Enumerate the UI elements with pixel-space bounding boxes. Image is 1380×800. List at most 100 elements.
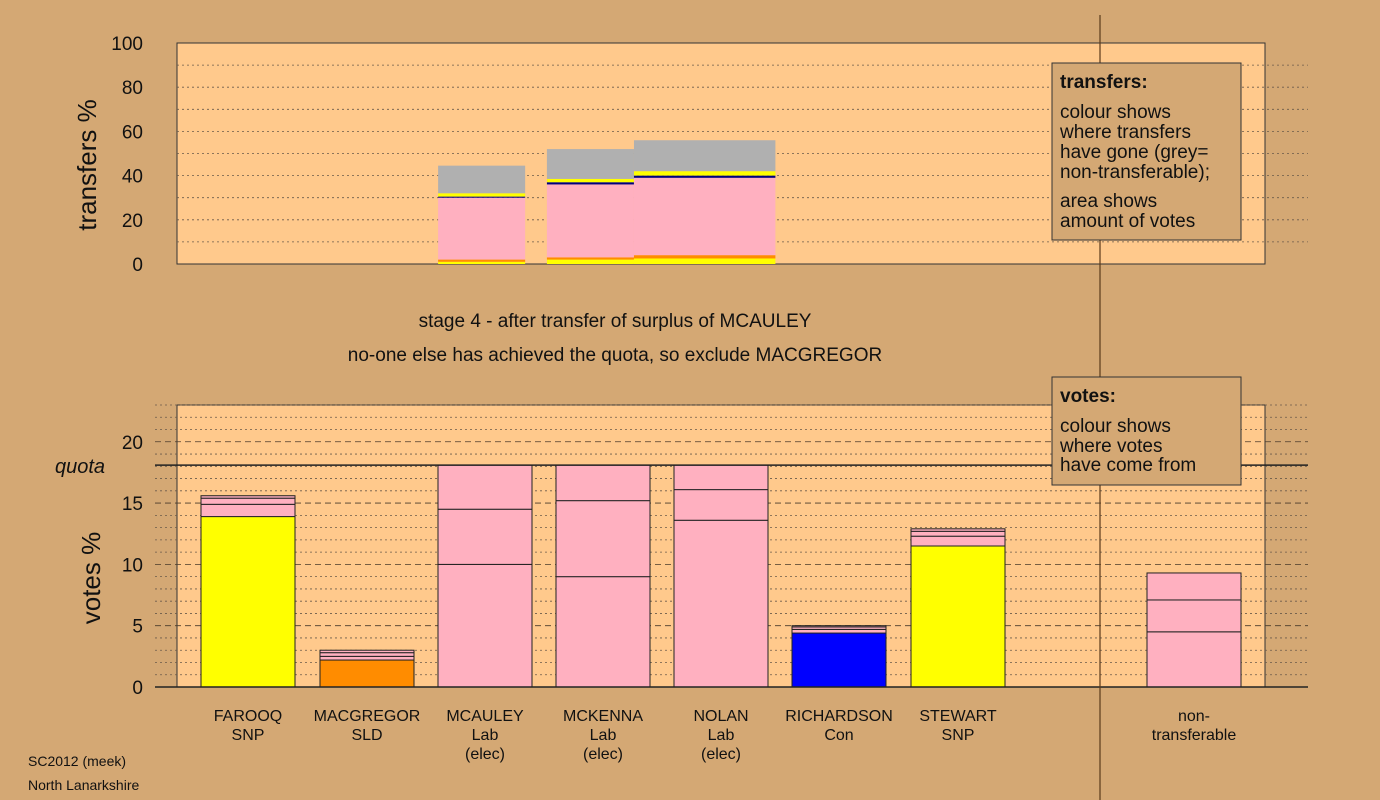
transfer-segment xyxy=(438,196,526,198)
vote-segment xyxy=(555,500,651,578)
candidate-label: Con xyxy=(824,727,853,744)
vote-segment xyxy=(555,576,651,688)
candidate-label: Lab xyxy=(590,727,617,744)
candidate-label: MCAULEY xyxy=(446,708,524,725)
vote-segment xyxy=(673,464,769,491)
stage-title: stage 4 - after transfer of surplus of M… xyxy=(419,311,812,332)
candidate-label: SLD xyxy=(351,727,382,744)
vote-segment xyxy=(555,464,651,502)
transfer-segment xyxy=(633,175,776,178)
transfer-segment xyxy=(546,149,634,179)
transfer-segment xyxy=(633,171,776,176)
vote-segment xyxy=(910,528,1006,532)
vote-segment xyxy=(673,519,769,688)
transfers-legend-line: where transfers xyxy=(1059,122,1191,143)
votes-legend-line: colour shows xyxy=(1060,416,1171,437)
transfers-legend-box xyxy=(1051,62,1242,241)
transfers-tick-label: 80 xyxy=(122,78,143,99)
vote-segment xyxy=(1146,599,1242,633)
vote-segment xyxy=(200,516,296,688)
candidate-label: transferable xyxy=(1152,727,1237,744)
votes-legend: votes: colour shows where votes have com… xyxy=(1051,376,1242,486)
candidate-label: MCKENNA xyxy=(563,708,643,725)
stage-subtitle: no-one else has achieved the quota, so e… xyxy=(348,345,882,366)
transfer-segment xyxy=(438,261,526,264)
transfer-segment xyxy=(438,165,526,194)
transfers-legend: transfers: colour shows where transfers … xyxy=(1051,62,1242,241)
votes-legend-box xyxy=(1051,376,1242,486)
vote-segment xyxy=(791,625,887,628)
votes-tick-label: 10 xyxy=(122,555,143,576)
transfer-segment xyxy=(546,178,634,183)
candidate-labels: FAROOQ SNP MACGREGOR SLD MCAULEY Lab (elec) MCK… xyxy=(214,708,1237,763)
vote-segment xyxy=(910,530,1006,537)
transfers-legend-line: colour shows xyxy=(1060,102,1171,123)
transfers-bars xyxy=(438,140,776,264)
vote-segment xyxy=(437,508,533,565)
transfer-segment xyxy=(438,197,526,260)
vote-segment xyxy=(673,489,769,521)
votes-legend-title: votes: xyxy=(1060,386,1116,407)
votes-panel: 0 5 10 15 20 FAROOQ SNP MACGREGOR SLD MCAULEY Lab… xyxy=(55,404,1308,763)
votes-tick-labels: 0 5 10 15 20 xyxy=(122,433,143,699)
transfers-tick-label: 60 xyxy=(122,122,143,143)
votes-axis-title: votes % xyxy=(76,532,106,625)
vote-segment xyxy=(437,563,533,688)
quota-label: quota xyxy=(55,456,105,478)
transfers-legend-title: transfers: xyxy=(1060,72,1148,93)
votes-tick-label: 5 xyxy=(132,617,143,638)
vote-segment xyxy=(1146,631,1242,688)
vote-segment xyxy=(200,503,296,518)
transfers-axis-title: transfers % xyxy=(72,99,102,231)
candidate-label: SNP xyxy=(942,727,975,744)
transfer-segment xyxy=(633,177,776,256)
transfers-legend-line: have gone (grey= xyxy=(1060,142,1208,163)
transfer-segment xyxy=(633,140,776,172)
vote-segment xyxy=(319,655,415,661)
transfer-segment xyxy=(438,193,526,197)
transfer-segment xyxy=(633,255,776,259)
votes-tick-label: 0 xyxy=(132,678,143,699)
transfer-segment xyxy=(438,259,526,262)
transfers-tick-label: 40 xyxy=(122,167,143,188)
vote-segment xyxy=(910,545,1006,688)
footer-region: North Lanarkshire xyxy=(28,777,139,793)
candidate-label: Lab xyxy=(472,727,499,744)
candidate-label: SNP xyxy=(232,727,265,744)
transfers-tick-labels: 0 20 40 60 80 100 xyxy=(111,34,143,276)
transfers-legend-line: area shows xyxy=(1060,191,1157,212)
votes-tick-label: 20 xyxy=(122,433,143,454)
votes-bars xyxy=(200,464,1242,688)
transfer-segment xyxy=(633,258,776,264)
candidate-label: (elec) xyxy=(465,746,505,763)
candidate-label: RICHARDSON xyxy=(785,708,893,725)
transfer-segment xyxy=(546,184,634,258)
transfers-tick-label: 0 xyxy=(132,255,143,276)
votes-legend-line: have come from xyxy=(1060,455,1196,476)
vote-segment xyxy=(200,495,296,499)
transfers-tick-label: 100 xyxy=(111,34,143,55)
candidate-label: (elec) xyxy=(583,746,623,763)
vote-segment xyxy=(437,464,533,510)
vote-segment xyxy=(910,535,1006,547)
transfer-segment xyxy=(546,259,634,264)
candidate-label: (elec) xyxy=(701,746,741,763)
candidate-label: MACGREGOR xyxy=(314,708,421,725)
transfer-segment xyxy=(546,182,634,185)
votes-legend-line: where votes xyxy=(1059,436,1162,457)
candidate-label: FAROOQ xyxy=(214,708,282,725)
vote-segment xyxy=(319,659,415,688)
candidate-label: Lab xyxy=(708,727,735,744)
transfers-legend-line: amount of votes xyxy=(1060,211,1195,232)
footer-source: SC2012 (meek) xyxy=(28,753,126,769)
vote-segment xyxy=(319,649,415,654)
candidate-label: NOLAN xyxy=(693,708,748,725)
votes-tick-label: 15 xyxy=(122,494,143,515)
vote-segment xyxy=(791,632,887,688)
vote-segment xyxy=(791,628,887,634)
vote-segment xyxy=(200,497,296,505)
candidate-label: STEWART xyxy=(919,708,997,725)
transfers-legend-line: non-transferable); xyxy=(1060,162,1210,183)
transfers-tick-label: 20 xyxy=(122,211,143,232)
